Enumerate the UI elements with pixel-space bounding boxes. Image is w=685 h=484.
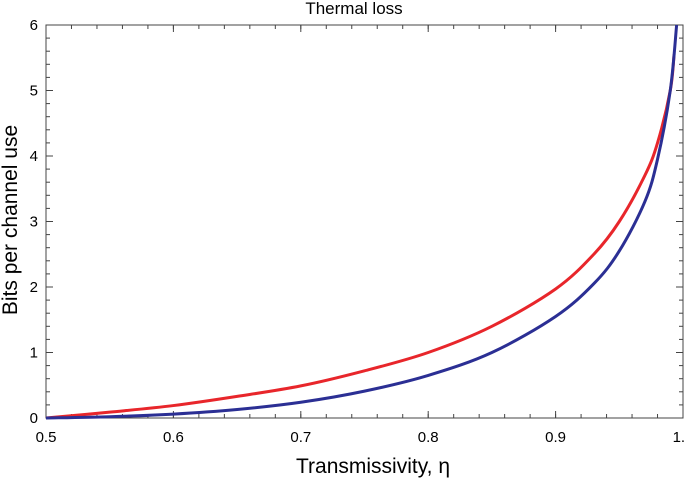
- plot-frame: [45, 24, 684, 419]
- y-tick-label: 5: [30, 83, 38, 100]
- y-tick-label: 2: [30, 279, 38, 296]
- y-tick-label: 0: [30, 410, 38, 427]
- x-tick-label: 1.0: [673, 429, 685, 446]
- x-tick-label: 0.6: [163, 429, 184, 446]
- x-tick-label: 0.7: [290, 429, 311, 446]
- chart-title: Thermal loss: [305, 0, 402, 18]
- series-line-2: [45, 24, 679, 420]
- ticks: 0.5 0.6 0.7 0.8 0.9 1.0 0 1 2 3 4 5 6: [30, 17, 685, 446]
- series-layer: [45, 24, 679, 420]
- y-tick-label: 6: [30, 17, 38, 34]
- series-line-1: [45, 54, 676, 420]
- x-tick-label: 0.9: [545, 429, 566, 446]
- x-tick-label: 0.5: [36, 429, 57, 446]
- y-tick-label: 1: [30, 345, 38, 362]
- y-tick-label: 3: [30, 214, 38, 231]
- x-axis-label: Transmissivity, η: [296, 455, 450, 478]
- y-tick-label: 4: [30, 148, 38, 165]
- x-tick-label: 0.8: [418, 429, 439, 446]
- y-axis-label: Bits per channel use: [0, 125, 22, 315]
